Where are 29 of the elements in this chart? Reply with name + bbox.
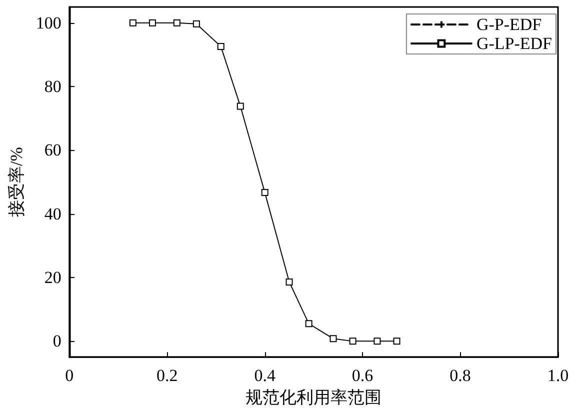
y-axis-title: 接受率/% [7, 147, 26, 217]
point [393, 338, 400, 345]
point [173, 19, 180, 26]
x-tick-label: 0.6 [352, 366, 374, 386]
y-tick-label: 0 [52, 332, 62, 351]
x-tick-label: 0.8 [450, 366, 471, 386]
point [349, 338, 356, 345]
point [217, 42, 224, 50]
legend-label: G-P-EDF [476, 15, 542, 34]
point [330, 335, 337, 342]
y-tick-label: 100 [36, 13, 62, 32]
point [305, 320, 312, 328]
point [261, 189, 268, 196]
point [236, 102, 244, 110]
point [192, 20, 200, 28]
x-axis-title: 规范化利用率范围 [246, 388, 382, 407]
point [286, 278, 293, 286]
point [374, 338, 381, 345]
x-tick-label: 0.4 [254, 366, 276, 386]
x-tick-label: 1.0 [547, 366, 569, 386]
legend-label: G-LP-EDF [476, 34, 552, 53]
point [148, 19, 156, 26]
y-tick-label: 80 [44, 77, 62, 96]
y-tick-label: 60 [44, 140, 62, 160]
x-tick-label: 0.2 [156, 366, 178, 386]
x-tick-label: 0 [65, 366, 74, 386]
y-tick-label: 20 [44, 268, 62, 288]
point [129, 19, 136, 26]
y-tick-label: 40 [44, 204, 62, 224]
